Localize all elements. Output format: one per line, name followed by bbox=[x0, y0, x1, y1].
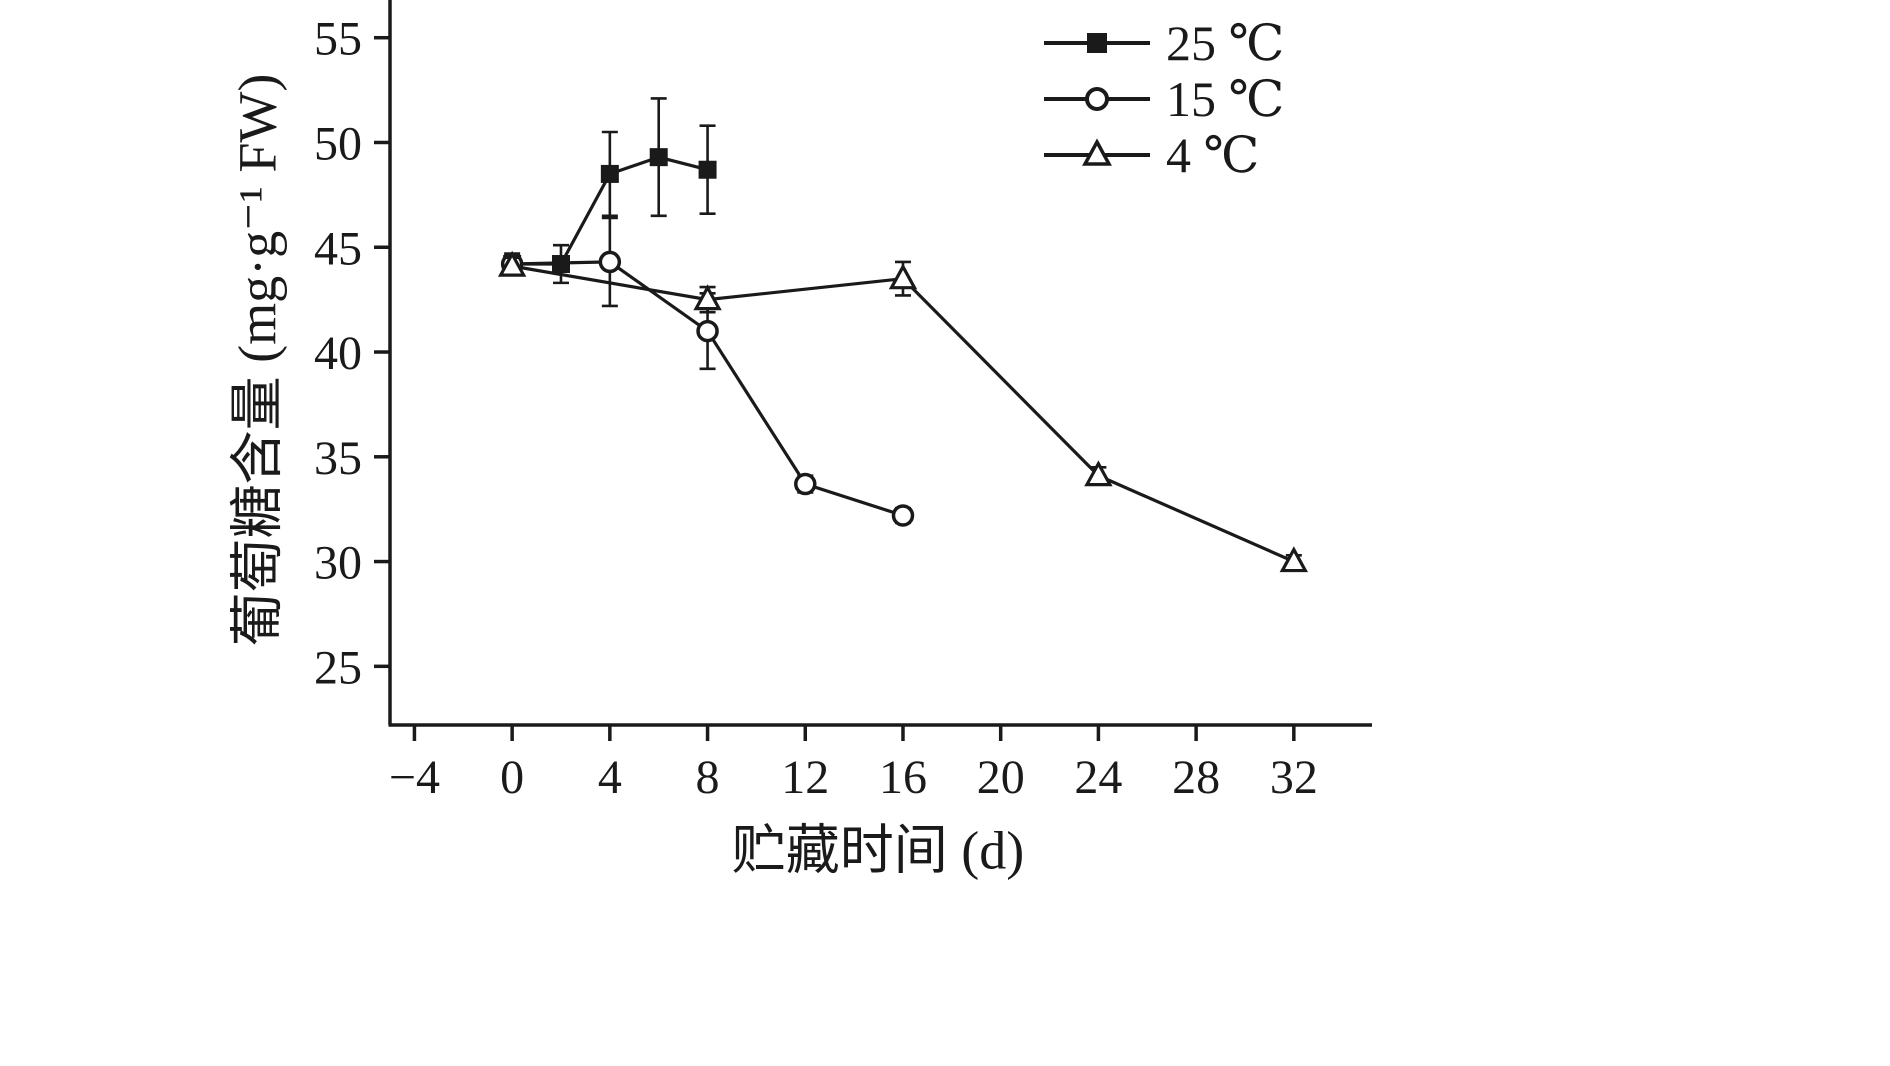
x-tick-label: 28 bbox=[1172, 751, 1220, 804]
x-tick-label: 16 bbox=[879, 751, 927, 804]
y-tick-label: 35 bbox=[314, 432, 362, 485]
open-triangle-marker-icon bbox=[497, 250, 527, 277]
legend-item-15c: 15 ℃ bbox=[1042, 74, 1284, 124]
open-circle-marker-icon bbox=[1044, 87, 1150, 111]
x-tick-label: 20 bbox=[977, 751, 1025, 804]
legend: 25 ℃ 15 ℃ 4 ℃ bbox=[1042, 18, 1284, 180]
x-tick-label: 8 bbox=[696, 751, 720, 804]
x-tick-label: 0 bbox=[500, 751, 524, 804]
y-tick-label: 40 bbox=[314, 327, 362, 380]
series-4c bbox=[497, 250, 1309, 573]
filled-square-marker-icon bbox=[600, 164, 619, 183]
open-circle-marker-icon bbox=[598, 250, 622, 274]
open-circle-marker-icon bbox=[891, 504, 915, 527]
x-tick-label: 12 bbox=[781, 751, 829, 804]
x-tick-label: 32 bbox=[1270, 751, 1318, 804]
x-tick-label: −4 bbox=[389, 751, 440, 804]
y-tick-label: 55 bbox=[314, 13, 362, 66]
x-tick-label: 24 bbox=[1074, 751, 1122, 804]
open-circle-marker-icon bbox=[794, 472, 817, 496]
y-axis-label: 葡萄糖含量 (mg·g⁻¹ FW) bbox=[227, 73, 288, 647]
legend-label: 4 ℃ bbox=[1166, 127, 1260, 183]
open-triangle-marker-icon bbox=[888, 263, 918, 290]
legend-label: 15 ℃ bbox=[1166, 71, 1285, 127]
open-triangle-marker-icon bbox=[1279, 546, 1309, 573]
legend-label: 25 ℃ bbox=[1166, 15, 1285, 71]
y-tick-label: 45 bbox=[314, 222, 362, 275]
x-tick-label: 4 bbox=[598, 751, 622, 804]
open-circle-marker-icon bbox=[696, 319, 719, 343]
x-axis-label: 贮藏时间 (d) bbox=[731, 820, 1025, 881]
open-triangle-marker-icon bbox=[1084, 460, 1113, 487]
y-tick-label: 25 bbox=[314, 641, 362, 694]
filled-square-marker-icon bbox=[649, 148, 668, 167]
y-tick-label: 30 bbox=[314, 537, 362, 590]
filled-square-marker-icon bbox=[1044, 33, 1150, 53]
open-triangle-marker-icon bbox=[1044, 138, 1150, 166]
open-triangle-marker-icon bbox=[693, 284, 722, 311]
legend-item-25c: 25 ℃ bbox=[1042, 18, 1284, 68]
series-15c bbox=[500, 216, 915, 527]
filled-square-marker-icon bbox=[698, 160, 717, 179]
legend-item-4c: 4 ℃ bbox=[1042, 130, 1284, 180]
y-tick-label: 50 bbox=[314, 117, 362, 170]
